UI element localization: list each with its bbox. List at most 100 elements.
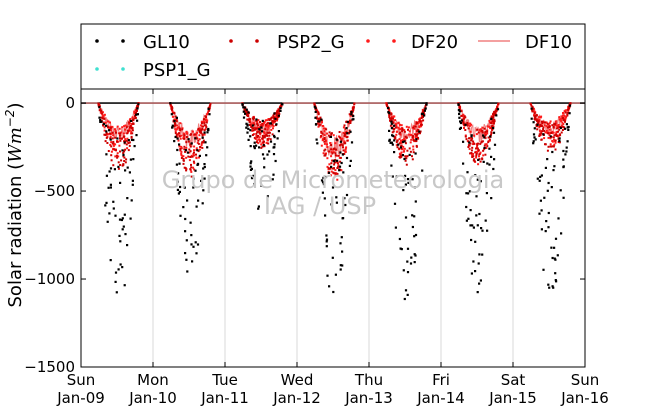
series-psp2-g-point xyxy=(265,133,268,136)
series-df20-point xyxy=(421,111,424,114)
series-gl10-point xyxy=(457,103,460,106)
series-gl10-point xyxy=(201,202,204,205)
series-df20-point xyxy=(198,156,200,159)
series-gl10-point xyxy=(114,280,117,283)
series-gl10-point xyxy=(413,215,416,218)
x-tick-label-day: Wed xyxy=(281,371,314,389)
series-gl10-point xyxy=(492,167,495,171)
series-df20-point xyxy=(413,125,416,128)
series-df20-point xyxy=(103,113,106,116)
series-psp2-g-point xyxy=(480,140,483,143)
series-df20-point xyxy=(275,115,278,118)
series-psp2-g-point xyxy=(348,120,351,123)
series-gl10-point xyxy=(262,144,265,147)
series-psp2-g-point xyxy=(200,122,203,125)
series-gl10-point xyxy=(132,138,135,142)
series-psp2-g-point xyxy=(266,134,269,137)
series-psp2-g-point xyxy=(531,105,534,108)
series-gl10-point xyxy=(562,196,565,199)
series-psp2-g-point xyxy=(414,133,417,136)
series-df20-point xyxy=(322,125,324,127)
series-psp2-g-point xyxy=(269,138,272,141)
series-psp2-g-point xyxy=(467,144,470,147)
series-gl10-point xyxy=(348,164,351,167)
series-gl10-point xyxy=(126,244,129,247)
series-psp2-g-point xyxy=(408,147,411,150)
series-df20-point xyxy=(268,124,271,127)
series-psp2-g-point xyxy=(252,129,255,132)
series-gl10-point xyxy=(540,174,543,177)
x-tick-label-date: Jan-10 xyxy=(128,389,177,407)
series-psp2-g-point xyxy=(470,139,473,142)
series-psp2-g-point xyxy=(267,142,270,145)
series-psp2-g-point xyxy=(465,138,468,141)
series-gl10-point xyxy=(472,260,475,263)
series-gl10-point xyxy=(190,234,193,237)
series-gl10-point xyxy=(341,153,344,156)
series-gl10-point xyxy=(388,138,391,141)
series-psp2-g-point xyxy=(330,162,333,165)
series-gl10-point xyxy=(543,196,546,199)
series-psp2-g-point xyxy=(126,129,129,132)
series-psp2-g-point xyxy=(174,122,177,125)
series-gl10-point xyxy=(392,134,395,138)
series-df20-point xyxy=(468,122,471,125)
series-gl10-point xyxy=(344,203,347,207)
series-df20-point xyxy=(403,147,406,150)
series-psp2-g-point xyxy=(419,123,422,126)
series-psp2-g-point xyxy=(563,126,566,129)
series-psp2-g-point xyxy=(114,136,117,139)
series-psp2-g-point xyxy=(255,132,258,135)
series-gl10-point xyxy=(108,212,111,215)
series-gl10-point xyxy=(418,130,421,133)
series-psp2-g-point xyxy=(117,167,120,170)
series-psp2-g-point xyxy=(203,129,206,132)
series-psp2-g-point xyxy=(340,143,343,146)
series-psp2-g-point xyxy=(195,153,197,156)
series-psp2-g-point xyxy=(175,134,178,137)
series-gl10-point xyxy=(108,129,111,132)
series-psp2-g-point xyxy=(333,147,335,150)
series-psp2-g-point xyxy=(349,122,352,124)
series-psp2-g-point xyxy=(199,146,202,148)
series-psp2-g-point xyxy=(174,132,177,134)
series-psp2-g-point xyxy=(343,142,346,145)
series-gl10-point xyxy=(107,186,110,189)
series-gl10-point xyxy=(532,121,535,124)
series-gl10-point xyxy=(394,226,397,229)
series-psp2-g-point xyxy=(339,136,341,139)
series-psp2-g-point xyxy=(187,155,190,158)
series-gl10-point xyxy=(109,259,112,262)
series-df20-point xyxy=(400,124,403,127)
series-psp2-g-point xyxy=(208,109,211,112)
series-df20-point xyxy=(133,110,136,113)
series-gl10-point xyxy=(122,153,125,156)
series-psp2-g-point xyxy=(555,127,558,130)
series-gl10-point xyxy=(314,107,317,110)
series-psp2-g-point xyxy=(182,158,185,160)
series-df20-point xyxy=(344,128,347,131)
series-gl10-point xyxy=(339,264,342,267)
series-psp2-g-point xyxy=(182,159,185,162)
series-df20-point xyxy=(554,141,557,144)
series-gl10-point xyxy=(185,258,188,261)
series-gl10-point xyxy=(189,221,192,224)
series-df20-point xyxy=(399,133,402,136)
series-gl10-point xyxy=(346,132,349,135)
series-gl10-point xyxy=(99,120,102,123)
series-gl10-point xyxy=(568,104,572,107)
series-gl10-point xyxy=(260,126,263,129)
series-psp2-g-point xyxy=(345,131,347,134)
series-gl10-point xyxy=(493,143,497,146)
series-gl10-point xyxy=(202,167,205,170)
series-gl10-point xyxy=(184,252,187,255)
legend-label-psp2-g: PSP2_G xyxy=(277,32,345,53)
series-df20-point xyxy=(178,145,181,148)
series-psp2-g-point xyxy=(171,108,173,111)
series-df20-point xyxy=(469,130,472,133)
series-gl10-point xyxy=(554,237,558,240)
series-df20-point xyxy=(548,122,551,125)
series-gl10-point xyxy=(533,136,536,139)
series-psp2-g-point xyxy=(392,117,394,120)
series-df20-point xyxy=(418,125,421,128)
